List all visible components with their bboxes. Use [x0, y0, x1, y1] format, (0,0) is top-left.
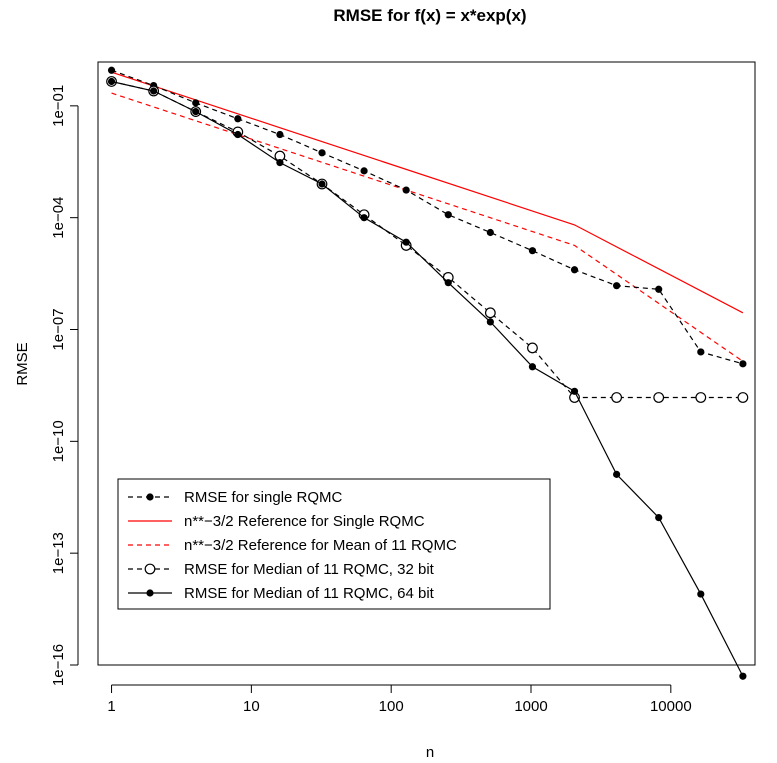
- x-tick-label: 1: [107, 698, 115, 715]
- legend-entry: RMSE for Median of 11 RQMC, 32 bit: [128, 561, 435, 578]
- series-line: [111, 92, 744, 362]
- y-tick-label: 1e−04: [50, 197, 67, 239]
- data-point: [444, 279, 452, 287]
- legend: RMSE for single RQMC n**−3/2 Reference fo…: [117, 478, 551, 610]
- legend-label: RMSE for Median of 11 RQMC, 64 bit: [184, 585, 435, 602]
- data-point: [192, 108, 200, 116]
- data-point: [739, 360, 747, 368]
- data-point: [528, 363, 537, 371]
- x-tick-label: 10: [243, 698, 260, 715]
- legend-label: RMSE for Median of 11 RQMC, 32 bit: [184, 561, 435, 578]
- legend-label: RMSE for single RQMC: [184, 489, 343, 506]
- data-point: [655, 285, 663, 293]
- y-axis-label: RMSE: [14, 342, 31, 385]
- chart-title: RMSE for f(x) = x*exp(x): [333, 6, 526, 25]
- data-point: [234, 115, 242, 123]
- legend-entry: n**−3/2 Reference for Mean of 11 RQMC: [128, 537, 457, 554]
- data-point: [739, 672, 747, 680]
- data-point: [570, 387, 579, 395]
- x-tick-label: 100: [379, 698, 404, 715]
- data-point: [318, 180, 326, 188]
- legend-label: n**−3/2 Reference for Single RQMC: [184, 513, 425, 530]
- y-tick-label: 1e−16: [50, 644, 67, 686]
- data-point: [486, 318, 494, 326]
- data-point: [107, 77, 116, 86]
- data-point: [107, 66, 116, 74]
- x-tick-label: 10000: [650, 698, 692, 715]
- data-point: [528, 247, 537, 255]
- legend-marker: [144, 563, 156, 575]
- data-point: [697, 348, 705, 356]
- data-point: [276, 159, 284, 167]
- series-1: [111, 71, 744, 314]
- data-point: [402, 186, 410, 194]
- data-point: [611, 392, 623, 403]
- y-tick-label: 1e−07: [50, 308, 67, 350]
- series-2: [111, 92, 744, 362]
- series-line: [111, 80, 743, 399]
- series-0: [107, 66, 747, 368]
- data-point: [570, 266, 579, 274]
- y-tick-label: 1e−01: [50, 85, 67, 127]
- y-tick-label: 1e−13: [50, 532, 67, 574]
- data-point: [486, 228, 494, 237]
- legend-entry: RMSE for Median of 11 RQMC, 64 bit: [128, 585, 435, 602]
- legend-entry: n**−3/2 Reference for Single RQMC: [128, 513, 425, 530]
- data-point: [192, 99, 200, 107]
- data-point: [613, 282, 621, 290]
- data-point: [360, 214, 368, 222]
- data-point: [318, 149, 326, 157]
- x-tick-label: 1000: [514, 698, 547, 715]
- series-3: [106, 76, 749, 403]
- y-tick-label: 1e−10: [50, 420, 67, 462]
- x-axis: 1 10 100 1000 10000: [107, 684, 692, 715]
- data-point: [402, 238, 410, 246]
- data-point: [484, 307, 496, 319]
- x-axis-label: n: [426, 744, 434, 761]
- legend-label: n**−3/2 Reference for Mean of 11 RQMC: [184, 537, 457, 554]
- data-point: [276, 130, 284, 139]
- series-4: [107, 77, 747, 680]
- data-point: [360, 167, 368, 175]
- data-point: [697, 590, 705, 598]
- data-point: [653, 392, 665, 403]
- data-point: [655, 513, 663, 522]
- data-point: [150, 87, 158, 95]
- series-line: [111, 71, 744, 314]
- data-point: [737, 392, 749, 403]
- data-point: [695, 392, 707, 403]
- series-line: [111, 80, 744, 677]
- data-point: [613, 470, 621, 478]
- legend-marker: [146, 589, 154, 597]
- legend-box: [117, 478, 551, 610]
- legend-marker: [146, 493, 154, 501]
- data-point: [444, 211, 452, 219]
- data-point: [234, 130, 242, 139]
- series-line: [111, 69, 744, 365]
- data-point: [527, 342, 538, 354]
- plot-frame: [97, 61, 756, 666]
- series-layer: [106, 66, 749, 680]
- y-axis: 1e−01 1e−04 1e−07 1e−10 1e−13 1e−16: [50, 85, 79, 686]
- legend-entry: RMSE for single RQMC: [128, 489, 343, 506]
